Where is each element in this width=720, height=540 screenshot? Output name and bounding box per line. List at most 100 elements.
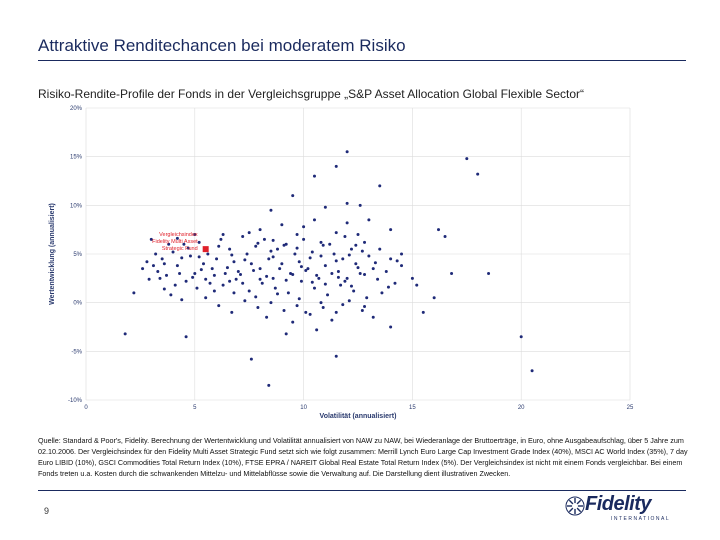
- data-point: [437, 228, 441, 232]
- data-point: [258, 228, 262, 232]
- x-tick-label: 15: [409, 405, 416, 411]
- data-point: [180, 298, 184, 302]
- data-point: [347, 253, 351, 257]
- data-point: [204, 277, 208, 281]
- data-point: [230, 253, 234, 257]
- data-point: [162, 262, 166, 266]
- data-point: [273, 286, 277, 290]
- data-point: [262, 237, 266, 241]
- data-point: [363, 305, 367, 309]
- data-point: [219, 237, 223, 241]
- data-point: [228, 279, 232, 283]
- data-point: [400, 264, 404, 268]
- data-point: [271, 238, 275, 242]
- data-point: [358, 203, 362, 207]
- data-point: [241, 281, 245, 285]
- data-point: [260, 281, 264, 285]
- data-point: [293, 252, 297, 256]
- data-point: [308, 256, 312, 260]
- data-point: [376, 277, 380, 281]
- data-point: [465, 157, 469, 161]
- data-point: [334, 259, 338, 263]
- data-point: [234, 277, 238, 281]
- data-point: [354, 243, 358, 247]
- data-point: [243, 258, 247, 262]
- data-point: [256, 306, 260, 310]
- data-point: [275, 247, 279, 251]
- data-point: [286, 291, 290, 295]
- data-point: [188, 254, 192, 258]
- data-point: [284, 278, 288, 282]
- data-point: [249, 357, 253, 361]
- data-point: [345, 221, 349, 225]
- source-note: Quelle: Standard & Poor's, Fidelity. Ber…: [38, 436, 688, 478]
- data-point: [319, 301, 323, 305]
- data-point: [158, 276, 162, 280]
- highlight-label: Strategic Fund: [162, 246, 198, 252]
- data-point: [184, 335, 188, 339]
- data-point: [228, 247, 232, 251]
- data-point: [349, 247, 353, 251]
- data-point: [297, 297, 301, 301]
- data-point: [258, 277, 262, 281]
- data-point: [282, 243, 286, 247]
- data-point: [267, 257, 271, 261]
- x-tick-label: 5: [193, 405, 197, 411]
- data-point: [295, 233, 299, 237]
- y-tick-label: 5%: [73, 252, 82, 258]
- data-point: [302, 237, 306, 241]
- data-point: [278, 267, 282, 271]
- data-point: [360, 249, 364, 253]
- data-point: [291, 194, 295, 198]
- data-point: [321, 306, 325, 310]
- data-point: [345, 276, 349, 280]
- data-point: [530, 369, 534, 373]
- data-point: [265, 315, 269, 319]
- data-point: [354, 262, 358, 266]
- y-tick-label: 20%: [70, 106, 83, 112]
- data-point: [410, 276, 414, 280]
- data-point: [149, 237, 153, 241]
- data-point: [269, 301, 273, 305]
- data-point: [217, 244, 221, 248]
- data-point: [191, 275, 195, 279]
- data-point: [232, 291, 236, 295]
- data-point: [343, 234, 347, 238]
- data-point: [247, 289, 251, 293]
- data-point: [171, 250, 175, 254]
- data-point: [326, 293, 330, 297]
- data-point: [358, 271, 362, 275]
- highlight-point: [202, 246, 209, 253]
- data-point: [415, 283, 419, 287]
- data-point: [341, 257, 345, 261]
- logo-subtitle: INTERNATIONAL: [611, 516, 671, 522]
- chart-grid: [85, 107, 631, 401]
- x-tick-label: 10: [300, 405, 307, 411]
- data-point: [295, 246, 299, 250]
- data-point: [123, 332, 127, 336]
- data-point: [386, 285, 390, 289]
- data-point: [315, 328, 319, 332]
- data-point: [352, 289, 356, 293]
- x-axis-label: Volatilität (annualisiert): [320, 413, 397, 420]
- data-point: [236, 270, 240, 274]
- data-point: [450, 271, 454, 275]
- data-point: [334, 231, 338, 235]
- data-point: [312, 218, 316, 222]
- data-point: [365, 296, 369, 300]
- data-point: [343, 279, 347, 283]
- data-point: [421, 310, 425, 314]
- data-point: [323, 205, 327, 209]
- data-point: [247, 231, 251, 235]
- data-point: [184, 279, 188, 283]
- y-axis-ticks: 20% 15% 10% 5% 0% -5% -10%: [68, 106, 83, 404]
- data-point: [175, 236, 179, 240]
- data-point: [269, 208, 273, 212]
- data-point: [476, 172, 480, 176]
- data-point: [280, 223, 284, 227]
- data-point: [367, 254, 371, 258]
- data-point: [252, 269, 256, 273]
- footer-divider: [38, 490, 686, 491]
- data-point: [367, 218, 371, 222]
- data-point: [330, 271, 334, 275]
